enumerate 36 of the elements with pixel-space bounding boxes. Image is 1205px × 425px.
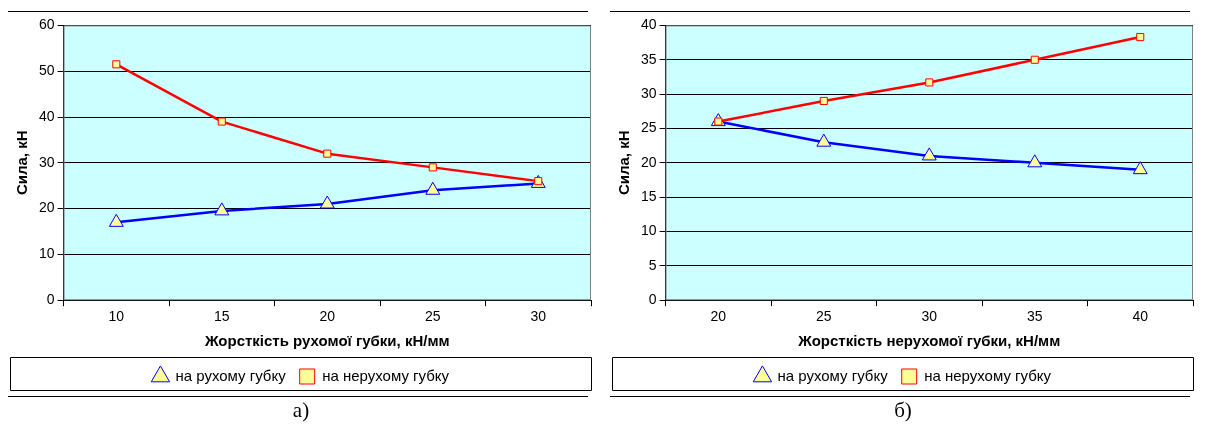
x-tick-label: 20 <box>319 308 336 325</box>
y-tick-label: 20 <box>38 199 55 216</box>
y-tick-label: 60 <box>38 16 55 33</box>
y-tick-label: 10 <box>38 245 55 262</box>
y-tick-label: 25 <box>640 119 657 136</box>
legend-label: на нерухому губку <box>924 366 1052 384</box>
y-tick-label: 40 <box>38 107 55 124</box>
y-tick-label: 10 <box>640 222 657 239</box>
x-tick-label: 10 <box>108 308 125 325</box>
y-tick-label: 5 <box>648 256 657 273</box>
x-tick-label: 25 <box>424 308 441 325</box>
y-tick-label: 20 <box>640 153 657 170</box>
text: б) <box>893 398 913 423</box>
y-axis-title: Сила, кН <box>13 130 31 196</box>
x-tick-label: 40 <box>1132 308 1149 325</box>
x-tick-label: 30 <box>530 308 547 325</box>
legend-label: на нерухому губку <box>322 366 450 384</box>
y-tick-label: 40 <box>640 16 657 33</box>
y-tick-label: 30 <box>38 153 55 170</box>
legend-label: на рухому губку <box>777 366 889 384</box>
text: а) <box>291 398 311 423</box>
x-tick-label: 20 <box>710 308 727 325</box>
y-tick-label: 0 <box>46 291 55 308</box>
y-axis-title: Сила, кН <box>615 130 633 196</box>
x-tick-label: 25 <box>816 308 832 325</box>
x-axis-title: Жорсткість рухомої губки, кН/мм <box>203 332 450 350</box>
y-tick-label: 0 <box>648 291 657 308</box>
y-tick-label: 50 <box>38 62 55 79</box>
y-tick-label: 35 <box>640 50 657 67</box>
x-tick-label: 30 <box>921 308 938 325</box>
x-axis-title: Жорсткість нерухомої губки, кН/мм <box>797 332 1061 350</box>
y-tick-label: 30 <box>640 84 657 101</box>
y-tick-label: 15 <box>640 188 657 205</box>
legend-label: на рухому губку <box>175 366 287 384</box>
x-tick-label: 35 <box>1026 308 1043 325</box>
x-tick-label: 15 <box>214 308 230 325</box>
